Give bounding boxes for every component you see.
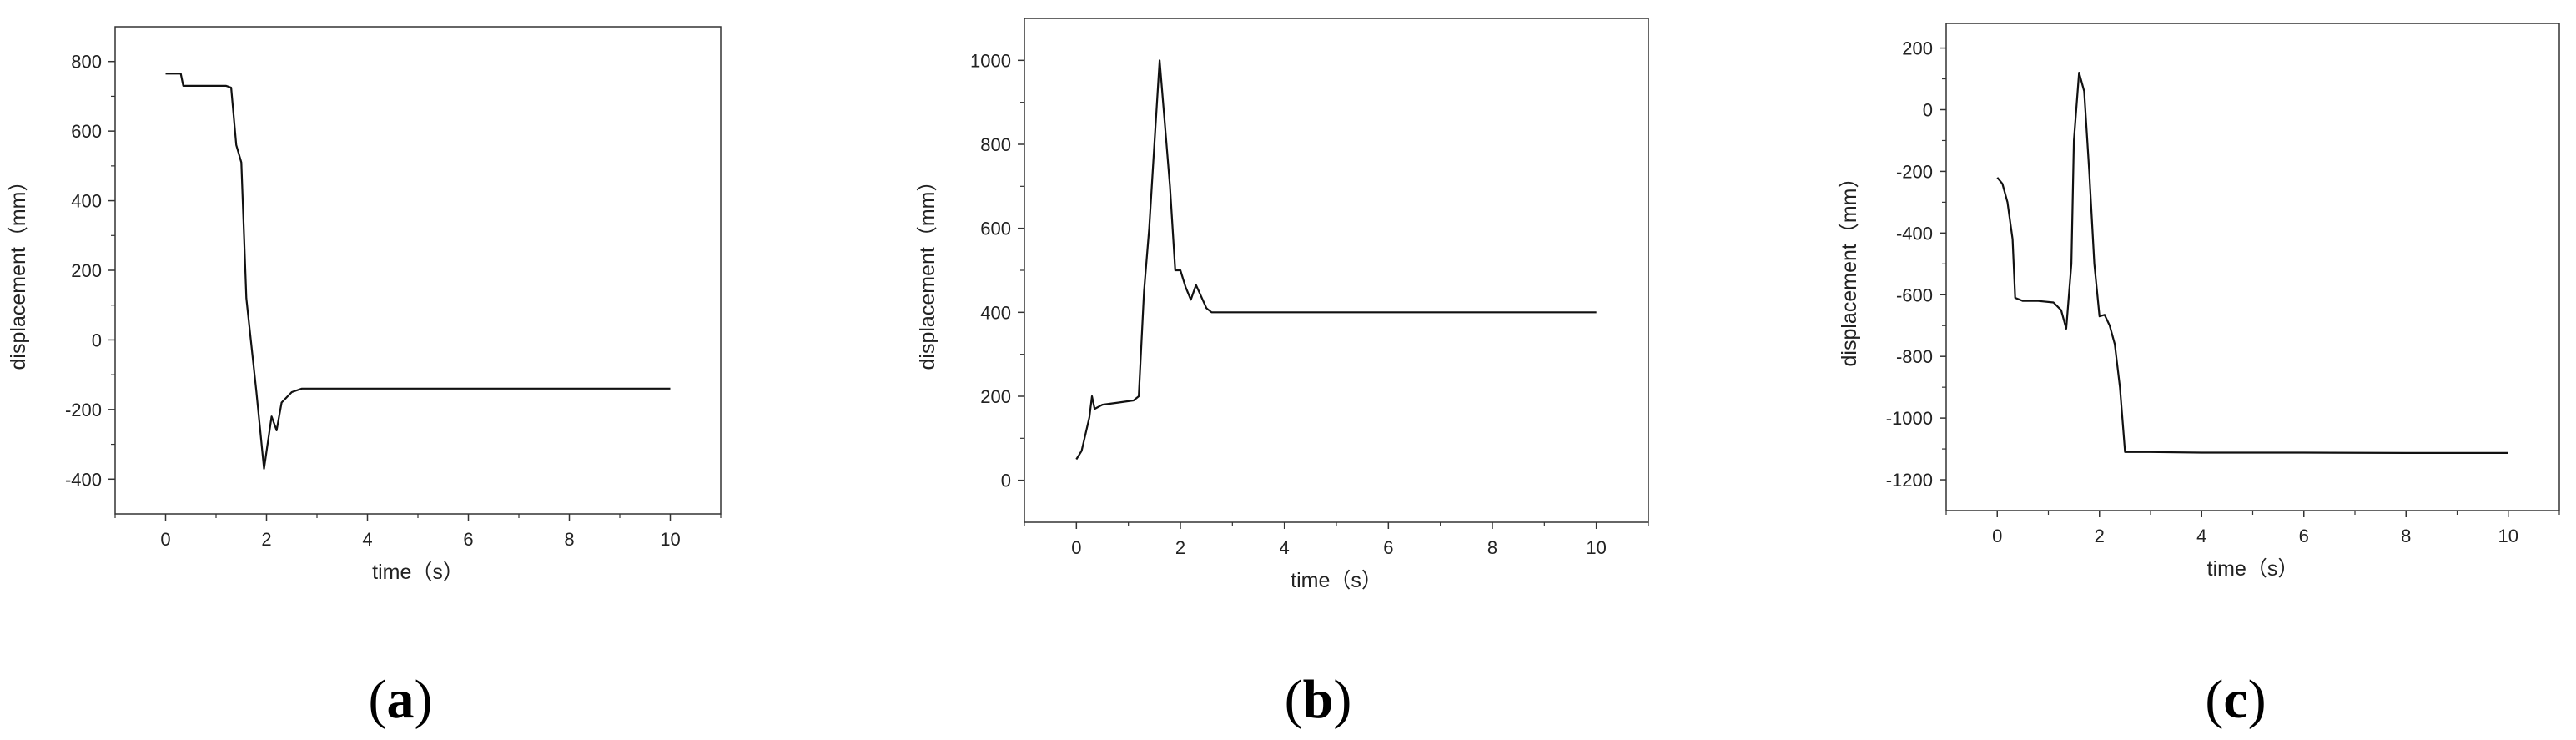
- y-tick-label: 200: [71, 260, 102, 281]
- x-tick-label: 0: [1992, 526, 2002, 546]
- x-axis-label: time（s）: [1291, 569, 1382, 592]
- plot-frame: [114, 26, 722, 515]
- chart-panel: 0 2 4 6 8 10 -400 -200 0 200 400 600 800 time（s） displ…: [7, 26, 722, 584]
- y-tick-label: 200: [1902, 38, 1933, 59]
- y-tick-label: -400: [65, 469, 102, 490]
- x-tick-label: 4: [1280, 537, 1290, 558]
- panel-label: (a): [369, 669, 433, 730]
- x-tick-label: 2: [2095, 526, 2105, 546]
- y-tick-label: 800: [980, 134, 1011, 155]
- y-axis-label: displacement（mm）: [916, 171, 939, 370]
- y-tick-label: 600: [71, 121, 102, 142]
- y-tick-label: 600: [980, 219, 1011, 239]
- panel-label: (b): [1285, 669, 1352, 730]
- y-tick-label: -200: [65, 400, 102, 420]
- y-tick-label: 0: [1923, 99, 1933, 120]
- x-tick-label: 4: [2196, 526, 2206, 546]
- x-tick-label: 4: [362, 529, 372, 550]
- x-tick-label: 8: [2401, 526, 2411, 546]
- plot-frame: [1024, 18, 1649, 523]
- x-tick-label: 2: [1175, 537, 1185, 558]
- series-line: [1996, 72, 2508, 454]
- panel-label: (c): [2205, 669, 2266, 730]
- y-tick-label: -400: [1896, 223, 1933, 244]
- x-tick-label: 6: [2299, 526, 2309, 546]
- series-line: [1075, 59, 1597, 461]
- y-tick-label: 0: [92, 330, 102, 350]
- series-line: [165, 73, 671, 470]
- x-tick-label: 6: [1383, 537, 1393, 558]
- y-tick-label: 200: [980, 386, 1011, 407]
- x-tick-label: 6: [463, 529, 473, 550]
- y-axis-label: displacement（mm）: [7, 171, 30, 370]
- x-axis-label: time（s）: [372, 561, 464, 584]
- x-axis-label: time（s）: [2207, 557, 2299, 581]
- y-tick-label: -200: [1896, 161, 1933, 182]
- x-tick-label: 0: [1071, 537, 1081, 558]
- x-tick-label: 10: [2498, 526, 2518, 546]
- y-tick-label: 800: [71, 52, 102, 73]
- y-tick-label: -800: [1896, 346, 1933, 367]
- y-tick-label: -1200: [1886, 470, 1933, 491]
- x-tick-label: 10: [1586, 537, 1606, 558]
- x-tick-label: 2: [261, 529, 271, 550]
- y-tick-label: 400: [980, 302, 1011, 323]
- y-tick-label: -1000: [1886, 408, 1933, 429]
- x-tick-label: 0: [160, 529, 170, 550]
- chart-panel: 0 2 4 6 8 10 0 200 400 600 800 1000 time（s） displacem…: [916, 18, 1649, 592]
- y-tick-label: 0: [1001, 471, 1011, 491]
- plot-frame: [1945, 23, 2560, 511]
- y-tick-label: 1000: [970, 50, 1011, 71]
- y-tick-label: 400: [71, 191, 102, 212]
- x-tick-label: 8: [564, 529, 574, 550]
- y-tick-label: -600: [1896, 284, 1933, 305]
- chart-panel: 0 2 4 6 8 10 -1200 -1000 -800 -600 -400 -200 0 200 tim…: [1838, 23, 2560, 581]
- x-tick-label: 10: [660, 529, 680, 550]
- x-tick-label: 8: [1487, 537, 1497, 558]
- y-axis-label: displacement（mm）: [1838, 168, 1861, 367]
